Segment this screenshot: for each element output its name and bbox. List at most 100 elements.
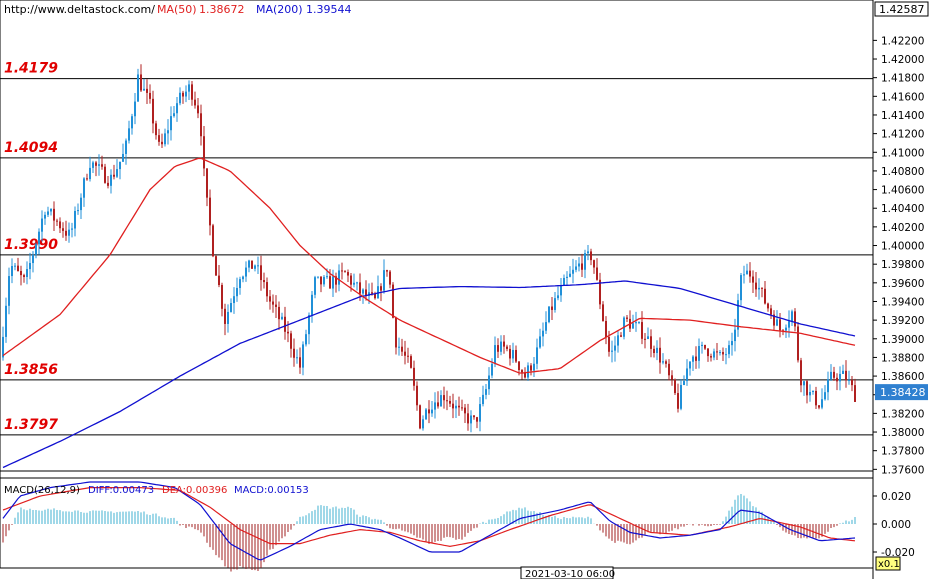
candle-body xyxy=(575,266,577,270)
price-tick-label: 1.37600 xyxy=(881,464,924,476)
macd-dea-value: DEA:0.00396 xyxy=(162,485,227,496)
candle-body xyxy=(302,344,304,368)
candle-body xyxy=(704,344,706,349)
candle-body xyxy=(341,270,343,272)
candle-body xyxy=(326,276,328,278)
candle-body xyxy=(581,263,583,270)
candle-body xyxy=(266,282,268,297)
candle-body xyxy=(140,74,142,91)
candle-body xyxy=(539,336,541,348)
current-price-label: 1.38428 xyxy=(880,386,926,399)
time-axis: 2021-03-10 06:00 xyxy=(520,566,615,579)
candle-body xyxy=(467,413,469,424)
candle-body xyxy=(32,254,34,264)
candle-body xyxy=(530,365,532,371)
candle-body xyxy=(110,174,112,186)
candle-body xyxy=(377,286,379,299)
price-tick-label: 1.38000 xyxy=(881,427,924,439)
candle-body xyxy=(839,373,841,382)
macd-diff-line xyxy=(2,481,856,561)
candle-body xyxy=(590,251,592,261)
candle-body xyxy=(83,178,85,198)
candle-body xyxy=(470,415,472,424)
level-label: 1.3797 xyxy=(4,417,58,433)
price-tick-label: 1.38200 xyxy=(881,408,924,420)
candle-body xyxy=(794,311,796,327)
candle-body xyxy=(473,415,475,418)
macd-scale-box[interactable]: x0.1 xyxy=(875,556,901,571)
candle-body xyxy=(347,272,349,276)
price-axis: 1.42200 1.42000 1.41800 1.41600 1.41400 1.412… xyxy=(873,35,924,476)
candle-body xyxy=(824,392,826,400)
candle-body xyxy=(836,377,838,382)
candle-body xyxy=(461,407,463,409)
candle-body xyxy=(47,211,49,215)
candle-body xyxy=(494,345,496,364)
candle-body xyxy=(197,105,199,114)
candle-body xyxy=(617,335,619,346)
candle-body xyxy=(506,346,508,349)
price-axis-top-box: 1.42587 xyxy=(874,1,929,17)
candle-body xyxy=(407,355,409,357)
candle-body xyxy=(59,221,61,229)
candle-body xyxy=(323,276,325,285)
candle-body xyxy=(251,260,253,269)
candle-body xyxy=(746,270,748,275)
candle-body xyxy=(131,116,133,129)
candle-body xyxy=(653,348,655,354)
candle-body xyxy=(80,197,82,211)
candle-body xyxy=(338,270,340,285)
candle-body xyxy=(833,371,835,378)
candle-body xyxy=(548,306,550,323)
candle-body xyxy=(92,162,94,168)
candle-body xyxy=(776,319,778,326)
candle-body xyxy=(329,276,331,289)
candle-body xyxy=(593,260,595,268)
candle-body xyxy=(557,295,559,299)
candle-body xyxy=(635,322,637,324)
candle-body xyxy=(728,345,730,355)
macd-scale-label[interactable]: x0.1 xyxy=(878,559,900,570)
candle-body xyxy=(182,92,184,97)
candle-body xyxy=(95,162,97,166)
candle-body xyxy=(311,294,313,316)
candle-body xyxy=(359,282,361,294)
candle-body xyxy=(194,99,196,106)
candle-body xyxy=(401,346,403,352)
candle-body xyxy=(749,270,751,277)
candle-body xyxy=(524,372,526,378)
candle-body xyxy=(569,273,571,277)
candle-body xyxy=(107,182,109,186)
candle-body xyxy=(431,409,433,414)
candle-body xyxy=(680,385,682,409)
candle-body xyxy=(803,381,805,386)
ma200-value: 1.39544 xyxy=(306,3,352,16)
site-url[interactable]: http://www.deltastock.com/ xyxy=(4,3,155,16)
candle-body xyxy=(455,405,457,409)
candle-body xyxy=(299,357,301,368)
macd-tick-label: 0.000 xyxy=(881,519,911,531)
price-tick-label: 1.40600 xyxy=(881,185,924,197)
ma50-label: MA(50) xyxy=(157,3,197,16)
level-label: 1.3990 xyxy=(4,237,58,253)
candle-body xyxy=(422,419,424,429)
price-tick-label: 1.41800 xyxy=(881,73,924,85)
candle-body xyxy=(362,289,364,294)
candle-body xyxy=(305,334,307,345)
price-tick-label: 1.39000 xyxy=(881,334,924,346)
candle-body xyxy=(212,225,214,257)
candle-body xyxy=(260,265,262,281)
candle-body xyxy=(662,361,664,363)
candle-body xyxy=(500,341,502,352)
candle-body xyxy=(518,361,520,371)
candle-body xyxy=(521,370,523,373)
candle-body xyxy=(698,346,700,361)
candle-body xyxy=(710,356,712,358)
candle-body xyxy=(491,363,493,376)
level-label: 1.4179 xyxy=(4,61,58,77)
candle-body xyxy=(98,164,100,166)
price-tick-label: 1.38800 xyxy=(881,352,924,364)
price-tick-label: 1.40400 xyxy=(881,203,924,215)
candle-body xyxy=(263,280,265,283)
